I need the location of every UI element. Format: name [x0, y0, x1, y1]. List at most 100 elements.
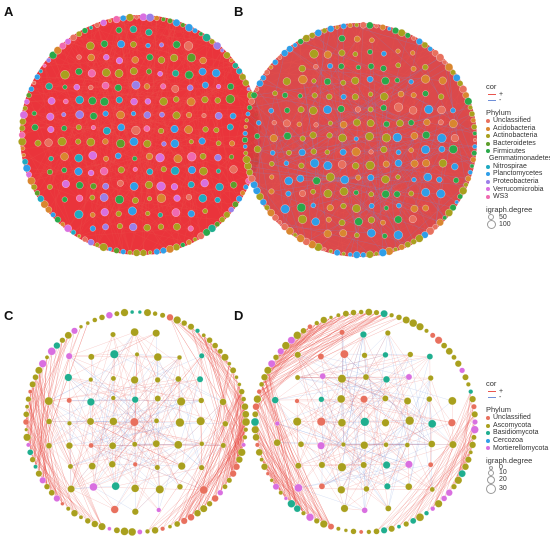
- node: [380, 309, 388, 318]
- edge: [406, 414, 475, 525]
- node: [76, 181, 84, 189]
- node: [147, 196, 152, 202]
- edge: [320, 356, 410, 421]
- node: [45, 206, 53, 214]
- edge: [105, 60, 232, 228]
- node-layer: [22, 308, 251, 536]
- legend-degree-circle: [486, 220, 496, 230]
- legend-phylum-dot: [486, 194, 490, 199]
- edge: [214, 345, 246, 438]
- node: [86, 417, 95, 426]
- node: [21, 158, 29, 165]
- node: [102, 182, 109, 190]
- edge: [395, 184, 467, 250]
- node: [199, 485, 209, 495]
- edge: [69, 399, 136, 401]
- edge: [37, 76, 93, 198]
- node: [283, 119, 291, 128]
- edge: [255, 414, 304, 514]
- edge: [343, 191, 399, 206]
- edge: [21, 114, 80, 136]
- edge: [113, 378, 181, 487]
- node: [465, 175, 472, 182]
- legend-phylum-dot: [486, 446, 490, 451]
- edge: [398, 414, 475, 527]
- edge: [26, 335, 69, 430]
- edge: [246, 159, 303, 194]
- node: [215, 182, 224, 191]
- edge: [26, 340, 63, 430]
- edge: [356, 134, 427, 193]
- node: [137, 310, 142, 315]
- node: [378, 248, 387, 257]
- node: [27, 176, 36, 185]
- node: [89, 212, 96, 218]
- edge-layer: [243, 23, 477, 257]
- node: [327, 120, 333, 126]
- edge: [321, 376, 323, 487]
- edge: [190, 326, 234, 371]
- edge: [42, 340, 63, 481]
- edge: [182, 25, 203, 199]
- node: [38, 359, 47, 368]
- node: [340, 442, 346, 447]
- edge: [391, 406, 475, 529]
- node: [199, 166, 208, 176]
- edge: [321, 398, 386, 422]
- node: [472, 419, 478, 425]
- node: [145, 528, 150, 534]
- node: [454, 360, 462, 368]
- edge: [363, 334, 433, 490]
- edge: [69, 379, 91, 446]
- edge: [341, 377, 431, 400]
- edge: [220, 421, 247, 493]
- edge: [31, 43, 105, 182]
- node: [229, 470, 237, 478]
- node: [337, 418, 347, 427]
- legend-phylum-label: Basidiomycota: [493, 429, 539, 437]
- edge: [261, 384, 332, 527]
- node: [382, 133, 391, 143]
- edge: [161, 22, 177, 46]
- edge: [275, 315, 392, 358]
- node: [102, 138, 109, 145]
- node: [131, 508, 139, 516]
- node: [186, 97, 196, 107]
- panel-letter-b: B: [234, 4, 244, 19]
- edge: [26, 101, 74, 233]
- edge: [383, 149, 426, 193]
- node: [365, 160, 375, 170]
- node: [108, 460, 116, 468]
- edge: [70, 444, 135, 467]
- node: [108, 442, 117, 450]
- node: [367, 49, 373, 55]
- node: [324, 78, 332, 86]
- edge: [255, 406, 281, 493]
- node: [313, 64, 319, 70]
- edge: [432, 414, 475, 509]
- edge: [271, 68, 414, 192]
- edge: [302, 26, 344, 69]
- edge: [48, 421, 71, 467]
- node: [347, 22, 353, 28]
- edge: [297, 421, 433, 490]
- node: [67, 420, 72, 426]
- node: [380, 526, 388, 534]
- node: [129, 137, 139, 147]
- edge: [93, 421, 135, 488]
- node: [333, 249, 341, 256]
- edge: [341, 356, 430, 379]
- edge: [297, 377, 408, 402]
- node: [380, 146, 388, 153]
- edge: [274, 93, 288, 137]
- edge: [114, 355, 202, 510]
- node: [57, 137, 67, 146]
- edge: [413, 95, 426, 235]
- edge: [330, 28, 384, 69]
- edge: [22, 84, 136, 129]
- edge: [442, 80, 474, 160]
- edge: [321, 464, 364, 487]
- node: [300, 327, 307, 334]
- edge: [344, 354, 410, 421]
- edge: [114, 354, 224, 403]
